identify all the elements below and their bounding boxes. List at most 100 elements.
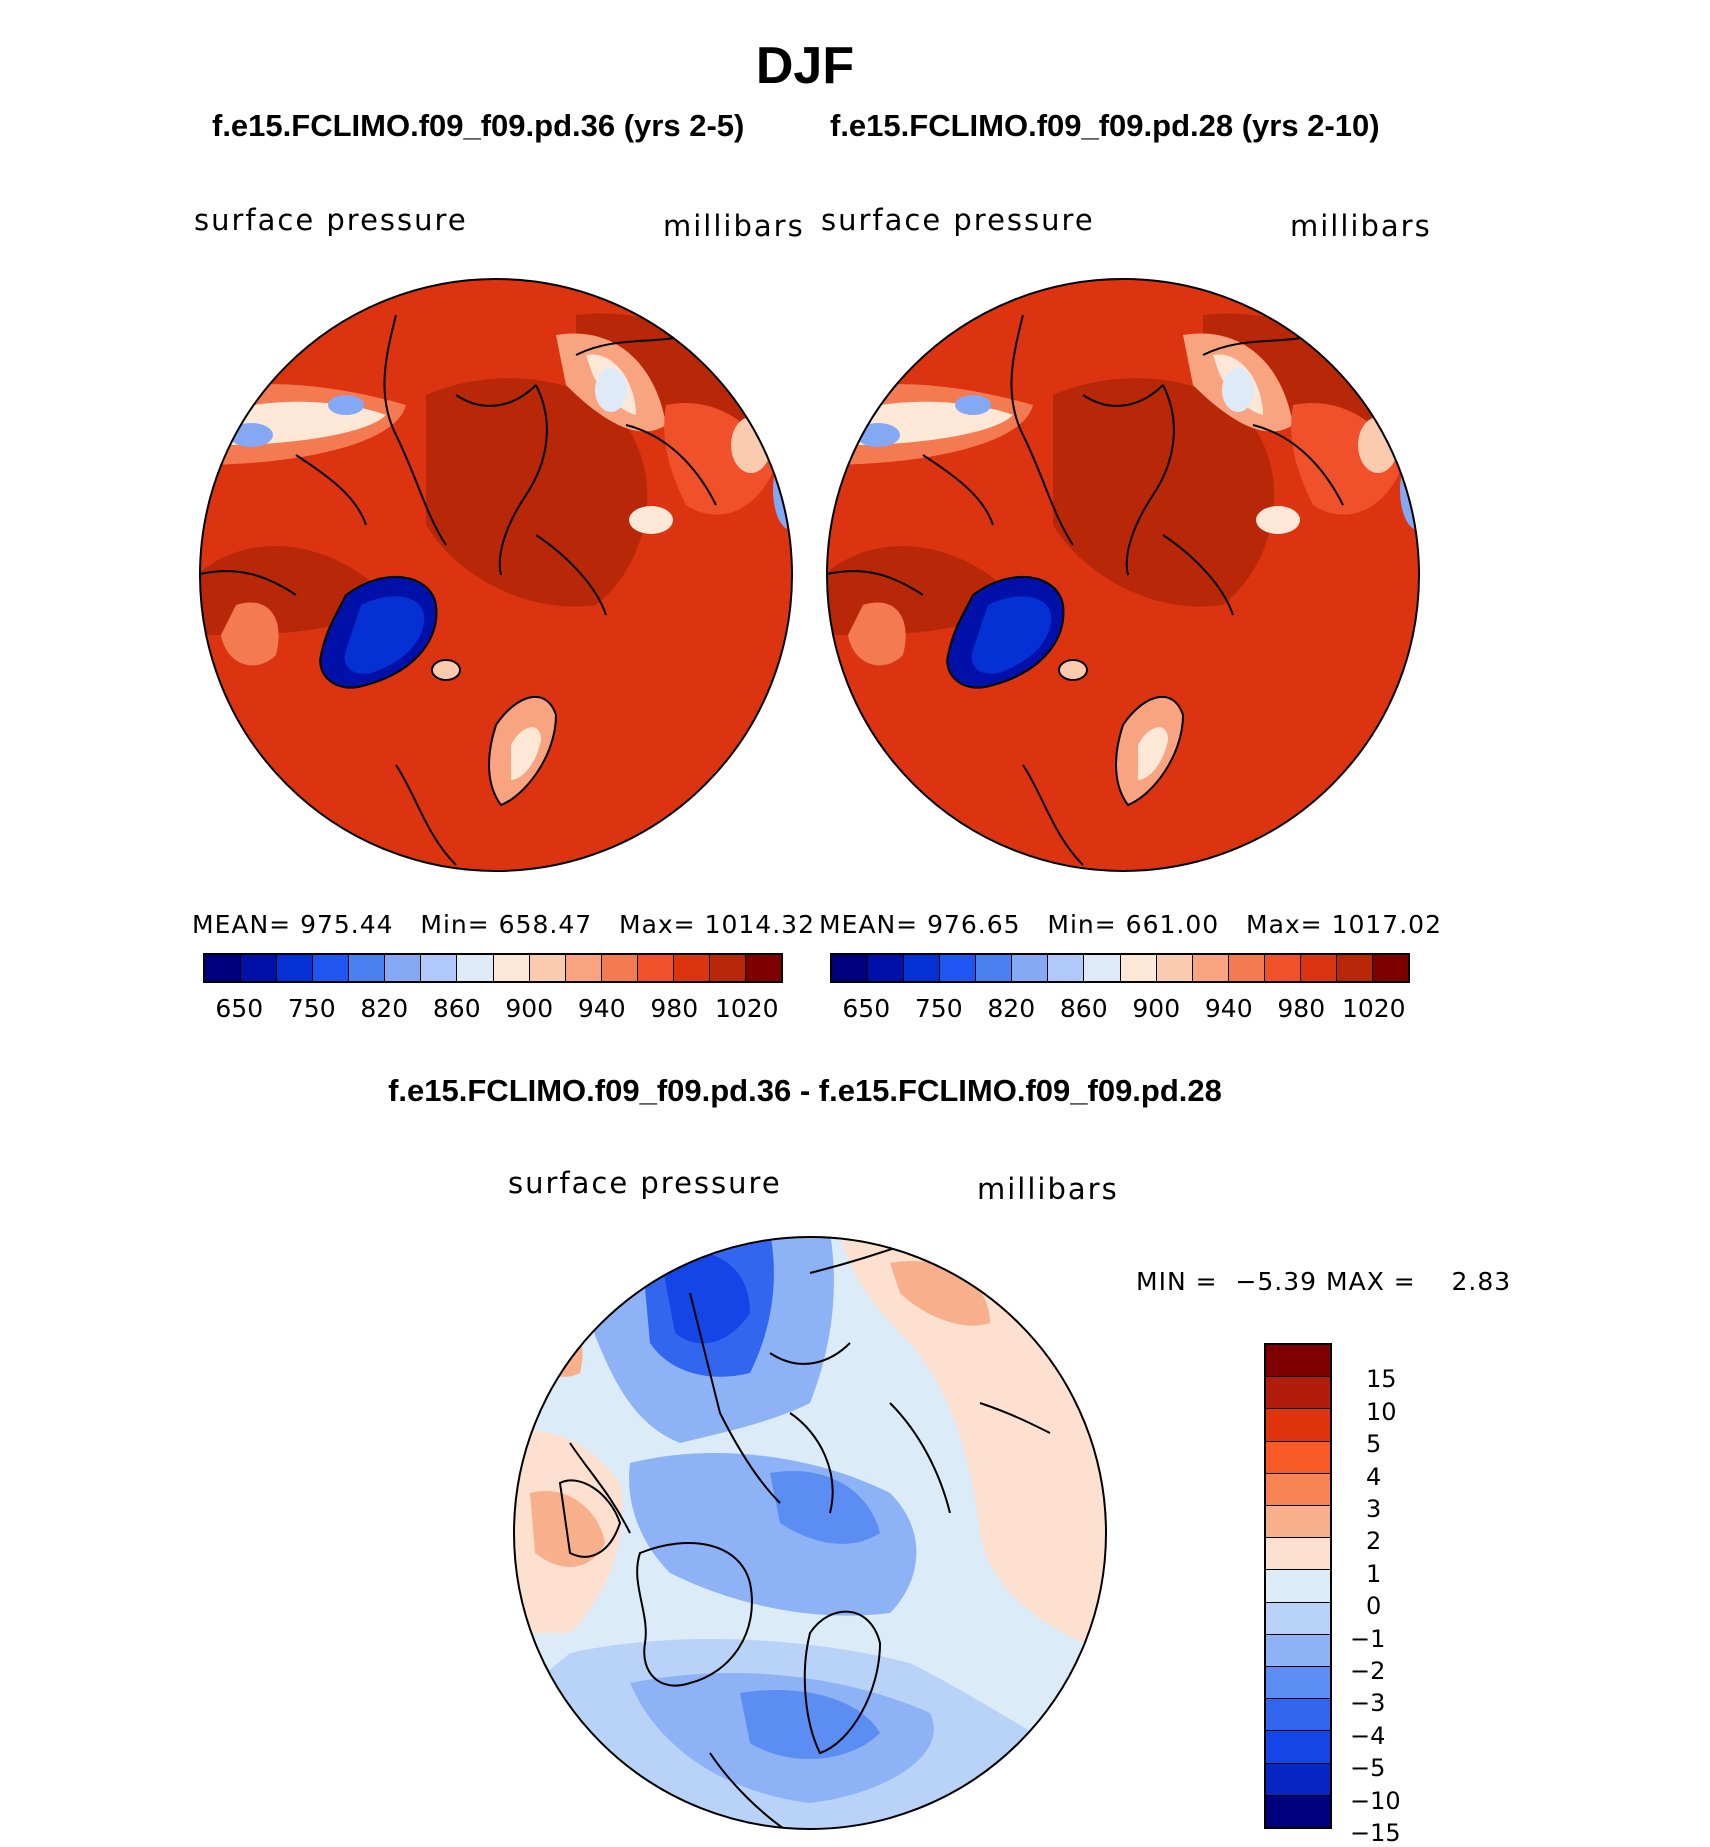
diff-variable: surface pressure	[508, 1166, 782, 1200]
main-title: DJF	[755, 37, 855, 95]
colorbar-tick-label: 10	[1366, 1397, 1397, 1426]
colorbar-tick-label: 1	[1366, 1559, 1382, 1588]
colorbar-swatch	[1336, 955, 1373, 981]
hudson-region	[221, 602, 279, 666]
colorbar-swatch	[1228, 955, 1265, 981]
colorbar-tick-label: 860	[432, 994, 481, 1023]
panel-2-stats: MEAN= 976.65 Min= 661.00 Max= 1017.02	[819, 910, 1442, 939]
panel-1-colorbar	[203, 953, 783, 983]
colorbar-tick-label: −3	[1350, 1689, 1386, 1718]
colorbar-swatch	[1266, 1538, 1330, 1571]
colorbar-tick-label: 980	[650, 994, 699, 1023]
colorbar-swatch	[1266, 1441, 1330, 1474]
colorbar-tick-label: −1	[1350, 1624, 1386, 1653]
colorbar-tick-label: −5	[1350, 1754, 1386, 1783]
colorbar-swatch	[1048, 955, 1085, 981]
colorbar-swatch	[868, 955, 905, 981]
panel-1-units: millibars	[663, 209, 805, 243]
colorbar-swatch	[1192, 955, 1229, 981]
colorbar-swatch	[277, 955, 314, 981]
panel-2-colorbar	[830, 953, 1410, 983]
colorbar-swatch	[940, 955, 977, 981]
panel-1-stats: MEAN= 975.44 Min= 658.47 Max= 1014.32	[192, 910, 815, 939]
panel-1-variable: surface pressure	[194, 203, 468, 237]
colorbar-swatch	[349, 955, 386, 981]
diff-map	[513, 1236, 1107, 1830]
colorbar-swatch	[313, 955, 350, 981]
colorbar-tick-label: −15	[1350, 1819, 1401, 1847]
colorbar-swatch	[1156, 955, 1193, 981]
colorbar-swatch	[493, 955, 530, 981]
colorbar-tick-label: 4	[1366, 1462, 1382, 1491]
colorbar-tick-label: 820	[987, 994, 1036, 1023]
colorbar-swatch	[1012, 955, 1049, 981]
colorbar-swatch	[1266, 1634, 1330, 1668]
colorbar-swatch	[745, 955, 781, 981]
colorbar-swatch	[904, 955, 941, 981]
east-edge-blue	[773, 450, 792, 530]
colorbar-swatch	[241, 955, 278, 981]
colorbar-swatch	[565, 955, 602, 981]
panel-1-title: f.e15.FCLIMO.f09_f09.pd.36 (yrs 2-5)	[212, 108, 745, 143]
panel-1-map	[199, 278, 793, 872]
colorbar-swatch	[1084, 955, 1121, 981]
colorbar-tick-label: −4	[1350, 1721, 1386, 1750]
colorbar-swatch	[1266, 1345, 1330, 1378]
diff-minmax: MIN = −5.39 MAX = 2.83	[1136, 1267, 1512, 1296]
colorbar-swatch	[1266, 1473, 1330, 1507]
colorbar-swatch	[709, 955, 746, 981]
rockies-blue	[229, 423, 273, 447]
colorbar-tick-label: 650	[842, 994, 891, 1023]
diff-colorbar-ticks: 15 10 5 4 3 2 1 0 −1 −2 −3 −4 −5 −10 −15	[1350, 1343, 1450, 1845]
colorbar-swatch	[1266, 1602, 1330, 1635]
colorbar-swatch	[673, 955, 710, 981]
colorbar-swatch	[1120, 955, 1157, 981]
colorbar-tick-label: 820	[360, 994, 409, 1023]
panel-2-colorbar-ticks: 650 750 820 860 900 940 980 1020	[830, 994, 1410, 1024]
colorbar-tick-label: 1020	[714, 994, 779, 1023]
colorbar-swatch	[1266, 1570, 1330, 1603]
diff-units: millibars	[977, 1172, 1119, 1206]
colorbar-tick-label: 1020	[1341, 994, 1406, 1023]
colorbar-tick-label: 5	[1366, 1430, 1382, 1459]
colorbar-swatch	[1266, 1795, 1330, 1828]
colorbar-tick-label: 0	[1366, 1592, 1382, 1621]
colorbar-swatch	[637, 955, 674, 981]
colorbar-swatch	[1266, 1506, 1330, 1539]
panel-2-variable: surface pressure	[821, 203, 1095, 237]
arctic-ocean-high	[426, 378, 648, 607]
colorbar-swatch	[385, 955, 422, 981]
colorbar-tick-label: 940	[1204, 994, 1253, 1023]
colorbar-swatch	[1266, 1667, 1330, 1700]
colorbar-tick-label: 860	[1059, 994, 1108, 1023]
colorbar-tick-label: 15	[1366, 1365, 1397, 1394]
colorbar-swatch	[1372, 955, 1408, 981]
colorbar-tick-label: 750	[287, 994, 336, 1023]
colorbar-swatch	[1264, 955, 1301, 981]
panel-1-colorbar-ticks: 650 750 820 860 900 940 980 1020	[203, 994, 783, 1024]
colorbar-swatch	[1266, 1377, 1330, 1410]
diff-title: f.e15.FCLIMO.f09_f09.pd.36 - f.e15.FCLIM…	[388, 1073, 1222, 1108]
colorbar-swatch	[601, 955, 638, 981]
colorbar-tick-label: 2	[1366, 1527, 1382, 1556]
colorbar-swatch	[1266, 1699, 1330, 1732]
colorbar-tick-label: 750	[914, 994, 963, 1023]
colorbar-swatch	[457, 955, 494, 981]
colorbar-swatch	[529, 955, 566, 981]
colorbar-tick-label: 650	[215, 994, 264, 1023]
colorbar-swatch	[1266, 1763, 1330, 1796]
colorbar-swatch	[1266, 1731, 1330, 1764]
colorbar-tick-label: 900	[1132, 994, 1181, 1023]
colorbar-swatch	[421, 955, 458, 981]
iceland	[432, 660, 460, 680]
colorbar-tick-label: −2	[1350, 1657, 1386, 1685]
panel-2-units: millibars	[1290, 209, 1432, 243]
colorbar-tick-label: 980	[1277, 994, 1326, 1023]
colorbar-swatch	[832, 955, 869, 981]
colorbar-tick-label: −10	[1350, 1786, 1401, 1815]
colorbar-tick-label: 940	[577, 994, 626, 1023]
colorbar-swatch	[1266, 1409, 1330, 1442]
colorbar-swatch	[205, 955, 242, 981]
colorbar-tick-label: 3	[1366, 1495, 1382, 1523]
colorbar-swatch	[976, 955, 1013, 981]
